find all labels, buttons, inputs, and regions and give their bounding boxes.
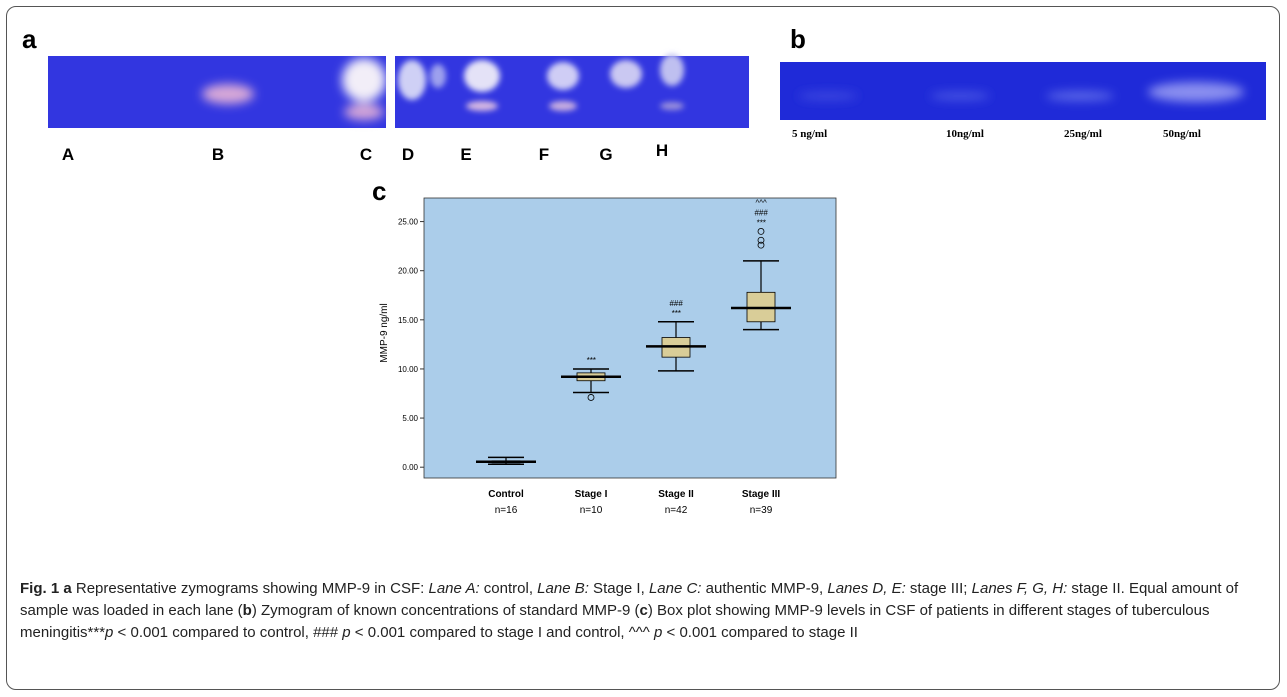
x-tick-label: Control xyxy=(488,489,524,500)
caption-text: < 0.001 compared to control, ### xyxy=(113,624,343,641)
caption-text: Stage I, xyxy=(588,580,649,597)
concentration-label: 50ng/ml xyxy=(1163,128,1201,140)
caption-text: stage II. Equal amount of sample was loa… xyxy=(20,580,1239,619)
gel-bands xyxy=(798,82,1244,102)
y-tick-label: 20.00 xyxy=(398,267,419,276)
outlier xyxy=(587,394,595,401)
significance-label: *** xyxy=(671,309,681,318)
caption-text: < 0.001 compared to stage I and control,… xyxy=(350,624,655,641)
caption-text: Lanes F, G, H: xyxy=(971,580,1068,597)
n-label: n=10 xyxy=(580,505,603,516)
n-label: n=39 xyxy=(750,505,773,516)
caption-text: ) Zymogram of known concentrations of st… xyxy=(251,602,640,619)
concentration-label: 25ng/ml xyxy=(1064,128,1102,140)
lane-label: C xyxy=(360,145,372,164)
significance-label: *** xyxy=(756,218,766,227)
x-tick-label: Stage III xyxy=(742,489,781,500)
significance-label: ### xyxy=(754,208,768,217)
figure-frame xyxy=(6,6,1280,690)
caption-text: < 0.001 compared to stage II xyxy=(662,624,858,641)
lane-label: A xyxy=(62,145,74,164)
y-axis-label: MMP-9 ng/ml xyxy=(379,303,390,362)
x-tick-label: Stage I xyxy=(575,489,608,500)
outlier xyxy=(757,236,765,244)
caption-text: Fig. 1 a xyxy=(20,580,72,597)
significance-label: ^^^ xyxy=(755,198,767,207)
caption-text: authentic MMP-9, xyxy=(701,580,828,597)
y-tick-label: 15.00 xyxy=(398,316,419,325)
lane-label: B xyxy=(212,145,224,164)
caption-text: b xyxy=(242,602,252,619)
significance-label: ### xyxy=(669,299,683,308)
caption-text: stage III; xyxy=(905,580,972,597)
y-tick-label: 0.00 xyxy=(402,463,418,472)
plot-background xyxy=(423,197,837,479)
caption-text: Lane B: xyxy=(537,580,589,597)
caption-text: p xyxy=(342,624,351,641)
lane-label: H xyxy=(656,141,668,160)
n-label: n=42 xyxy=(665,505,688,516)
panel-label: c xyxy=(372,176,386,206)
caption: Fig. 1 a Representative zymograms showin… xyxy=(20,578,1270,644)
caption-text: c xyxy=(639,602,648,619)
caption-text: p xyxy=(105,624,114,641)
lane-label: F xyxy=(539,145,549,164)
concentration-label: 10ng/ml xyxy=(946,128,984,140)
caption-text: Lanes D, E: xyxy=(827,580,906,597)
caption-text: ) Box plot showing MMP-9 levels in CSF o… xyxy=(20,602,1210,641)
caption-text: Lane C: xyxy=(648,580,702,597)
x-tick-label: Stage II xyxy=(658,489,694,500)
outlier xyxy=(757,241,765,249)
lane-label: E xyxy=(460,145,471,164)
significance-label: *** xyxy=(586,356,596,365)
gel-bands xyxy=(202,58,386,120)
lane-label: D xyxy=(402,145,414,164)
y-tick-label: 10.00 xyxy=(398,365,419,374)
caption-text: control, xyxy=(479,580,538,597)
outlier xyxy=(757,228,765,235)
gel-bands xyxy=(398,54,684,111)
panel-label: a xyxy=(22,24,37,54)
y-tick-label: 5.00 xyxy=(402,414,418,423)
caption-text: Representative zymograms showing MMP-9 i… xyxy=(71,580,429,597)
y-tick-label: 25.00 xyxy=(398,218,419,227)
lane-label: G xyxy=(599,145,612,164)
panel-label: b xyxy=(790,24,806,54)
concentration-label: 5 ng/ml xyxy=(792,128,827,140)
caption-text: p xyxy=(654,624,663,641)
caption-text: Lane A: xyxy=(428,580,480,597)
figure: a b c A B C D E F G H 5 ng/ml 10ng/ml 25ng/ml 50ng/… xyxy=(22,24,1266,516)
n-label: n=16 xyxy=(495,505,518,516)
